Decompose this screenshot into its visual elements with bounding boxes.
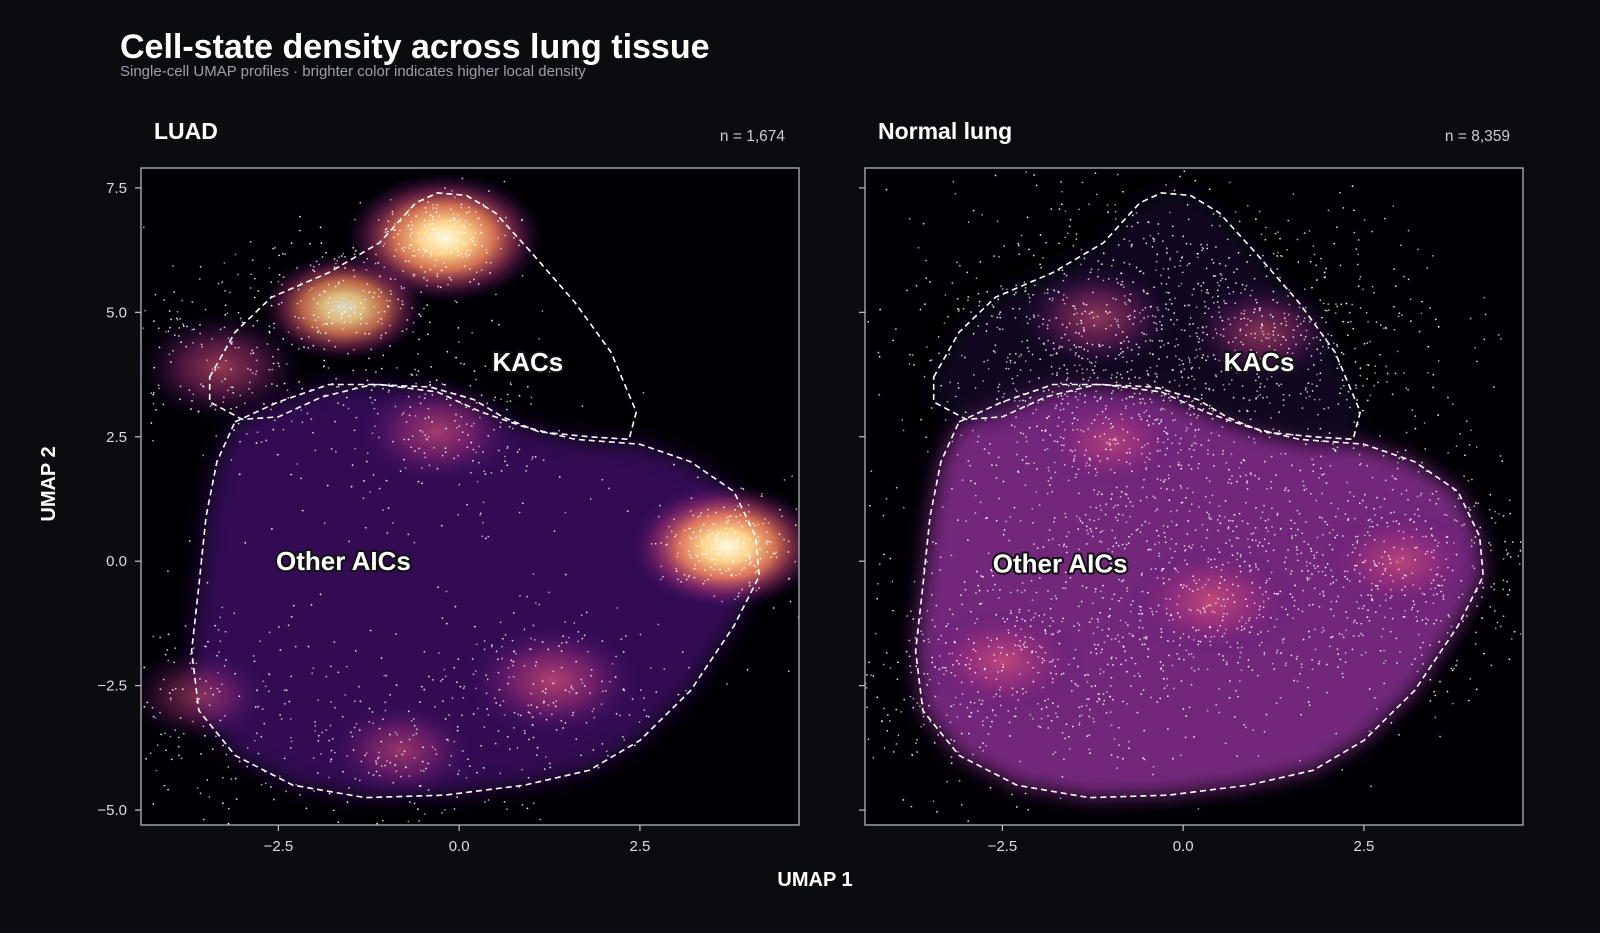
cell-points (142, 177, 799, 825)
panel-luad: LUAD n = 1,674 KACs Other AICs −2.5 0.0 2.5 −… (97, 118, 800, 855)
cell-points (865, 170, 1523, 823)
density-peak (326, 701, 477, 800)
panel-title: LUAD (154, 118, 218, 144)
density-peak (356, 378, 519, 485)
density-peak (141, 313, 304, 422)
y-tick-label: 0.0 (106, 553, 127, 570)
cell-count-label: n = 8,359 (1445, 128, 1510, 145)
plot-frame (864, 167, 1524, 826)
x-tick-label: 2.5 (629, 838, 650, 855)
region-label: KACs (492, 347, 563, 377)
x-tick-label: −2.5 (988, 838, 1018, 855)
y-tick-label: −2.5 (97, 678, 127, 695)
aic-region-outline (914, 383, 1485, 799)
y-tick-label: 5.0 (106, 304, 127, 321)
cell-count-label: n = 1,674 (720, 128, 785, 145)
region-label: Other AICs (993, 549, 1128, 579)
plot-frame (140, 167, 800, 826)
y-tick-label: 2.5 (106, 429, 127, 446)
y-axis-label: UMAP 2 (38, 446, 60, 521)
x-tick-label: 2.5 (1353, 838, 1374, 855)
density-peak (464, 622, 643, 739)
density-peak (260, 253, 427, 362)
y-tick-label: −5.0 (97, 802, 127, 819)
kac-region-outline (208, 192, 638, 441)
figure-title: Cell-state density across lung tissue (120, 28, 710, 66)
kac-region-outline (932, 192, 1362, 441)
density-peak (917, 605, 1087, 717)
density-peak (1318, 508, 1482, 615)
density-peak (141, 648, 271, 743)
density-peak (630, 483, 799, 610)
x-tick-label: 0.0 (1173, 838, 1194, 855)
panel-normal-lung: Normal lung n = 8,359 KACs Other AICs −2.5… (859, 118, 1524, 855)
x-tick-label: −2.5 (264, 838, 294, 855)
figure-subtitle: Single-cell UMAP profiles · brighter col… (120, 63, 586, 80)
x-axis-label: UMAP 1 (777, 869, 852, 891)
y-tick-label: 7.5 (106, 180, 127, 197)
density-peak (1018, 266, 1175, 369)
region-label: Other AICs (276, 546, 411, 576)
region-label: KACs (1224, 347, 1295, 377)
aic-region-outline (190, 383, 761, 799)
panel-title: Normal lung (878, 118, 1012, 144)
density-peak (1035, 392, 1186, 491)
density-peak (1123, 542, 1302, 660)
x-tick-label: 0.0 (449, 838, 470, 855)
